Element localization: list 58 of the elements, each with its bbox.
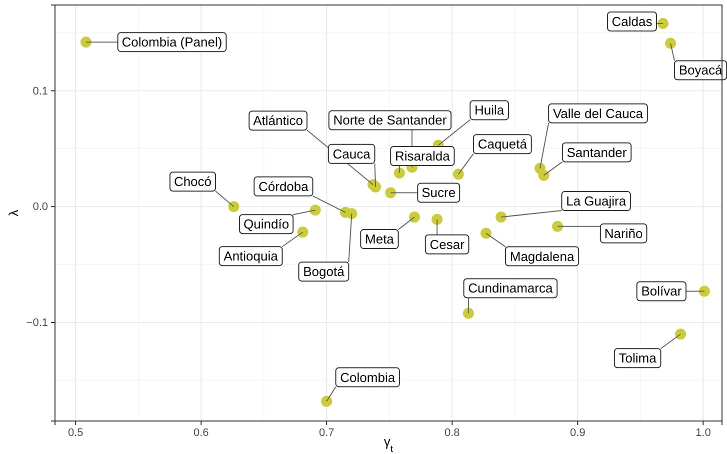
annotation: Atlántico [253, 113, 303, 128]
annotation: Risaralda [394, 148, 451, 164]
annotation: Santander [566, 144, 628, 160]
annotation: Colombia (Panel) [122, 34, 222, 50]
point [658, 18, 669, 30]
x-tick-label: 0.8 [444, 426, 460, 439]
x-tick-label: 0.5 [68, 426, 84, 439]
annotation: Cesar [430, 236, 466, 252]
point [698, 286, 710, 297]
point [675, 328, 686, 340]
annotation: Boyacá [678, 62, 723, 78]
point [297, 226, 308, 238]
point [408, 212, 420, 223]
annotation: Magdalena [510, 248, 575, 264]
annotation: Sucre [422, 185, 456, 200]
y-axis-title: λ [6, 209, 21, 216]
annotation: Huila [474, 102, 505, 118]
annotation: Cauca [332, 146, 372, 162]
annotation: Norte de Santander [333, 112, 448, 128]
point [228, 201, 240, 212]
annotation: Cundinamarca [468, 280, 554, 296]
point [321, 396, 332, 407]
point [552, 220, 564, 232]
annotation: Bogotá [303, 264, 346, 280]
annotation: Nariño [604, 226, 643, 241]
annotation: Córdoba [258, 178, 310, 194]
point [310, 204, 321, 216]
x-tick-label: 0.9 [570, 426, 586, 439]
annotation: Chocó [174, 174, 212, 190]
point [80, 36, 92, 48]
annotation: Tolima [618, 350, 658, 366]
point [496, 212, 507, 223]
point [346, 208, 358, 220]
x-tick-label: 1.0 [696, 426, 711, 439]
x-tick-label: 0.7 [318, 426, 334, 439]
point [432, 214, 443, 225]
x-tick-label: 0.6 [193, 426, 209, 439]
annotation: La Guajira [566, 194, 627, 209]
annotation: Caquetá [478, 136, 528, 152]
point [452, 168, 464, 180]
point [665, 38, 676, 49]
point [462, 308, 474, 319]
annotation: Antioquia [224, 248, 279, 264]
point [480, 228, 492, 239]
annotation: Caldas [612, 14, 653, 30]
annotation: Valle del Cauca [552, 106, 644, 121]
y-tick-label: 0.0 [32, 201, 48, 214]
annotation: Meta [365, 232, 395, 247]
annotation: Bolívar [641, 284, 682, 299]
x-axis-title: γ$_{t}$ [384, 434, 394, 454]
point [370, 181, 382, 192]
point [538, 170, 550, 181]
point [394, 168, 405, 179]
annotation: Colombia [340, 370, 396, 385]
annotation: Quindío [244, 216, 290, 232]
y-tick-label: −0.1 [26, 317, 48, 330]
y-tick-label: 0.1 [32, 85, 48, 98]
point [385, 187, 396, 198]
